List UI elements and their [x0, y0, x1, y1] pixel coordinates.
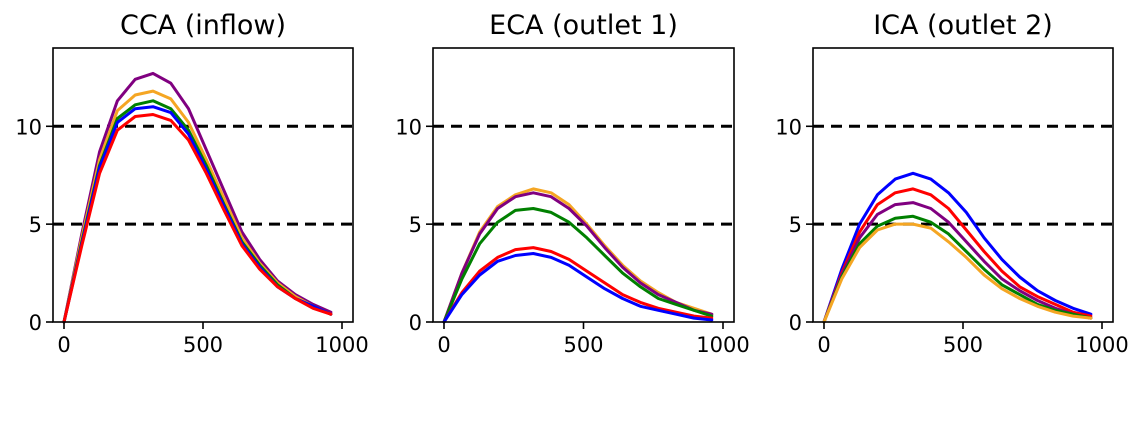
y-tick-label: 10 [15, 115, 42, 139]
series-line-1 [62, 71, 333, 324]
chart-panel-2: ECA (outlet 1) 0 500 1000 0 5 10 [395, 10, 749, 357]
axes-frame [432, 47, 735, 323]
x-tick-label: 500 [943, 333, 983, 357]
y-tick-label: 0 [409, 311, 422, 335]
series-line-5 [442, 252, 714, 324]
x-tick-label: 0 [57, 333, 70, 357]
x-tick-label: 1000 [315, 333, 368, 357]
series-line-5 [822, 222, 1093, 324]
series-line-2 [62, 89, 333, 324]
x-tick-label: 1000 [1075, 333, 1128, 357]
x-tick-label: 500 [563, 333, 603, 357]
chart-title: ECA (outlet 1) [489, 10, 678, 41]
series-line-2 [822, 187, 1093, 324]
chart-title: ICA (outlet 2) [873, 10, 1053, 41]
y-tick-label: 0 [789, 311, 802, 335]
x-tick-label: 1000 [696, 333, 749, 357]
series-line-3 [62, 99, 333, 324]
series-line-5 [62, 113, 333, 324]
y-tick-label: 10 [775, 115, 802, 139]
series-line-3 [822, 201, 1093, 324]
y-tick-label: 10 [395, 115, 422, 139]
series-line-1 [822, 171, 1093, 324]
series-line-2 [442, 191, 714, 324]
x-tick-label: 0 [437, 333, 450, 357]
axes-frame [812, 47, 1114, 323]
chart-title: CCA (inflow) [120, 10, 286, 41]
series-line-4 [442, 246, 714, 324]
y-tick-label: 5 [409, 213, 422, 237]
x-tick-label: 500 [183, 333, 223, 357]
y-tick-label: 5 [29, 213, 42, 237]
series-line-4 [822, 214, 1093, 324]
chart-panel-1: CCA (inflow) 0 500 1000 0 5 10 [15, 10, 368, 357]
x-tick-label: 0 [817, 333, 830, 357]
chart-panel-3: ICA (outlet 2) 0 500 1000 0 5 10 [775, 10, 1128, 357]
y-tick-label: 5 [789, 213, 802, 237]
y-tick-label: 0 [29, 311, 42, 335]
series-line-3 [442, 207, 714, 324]
